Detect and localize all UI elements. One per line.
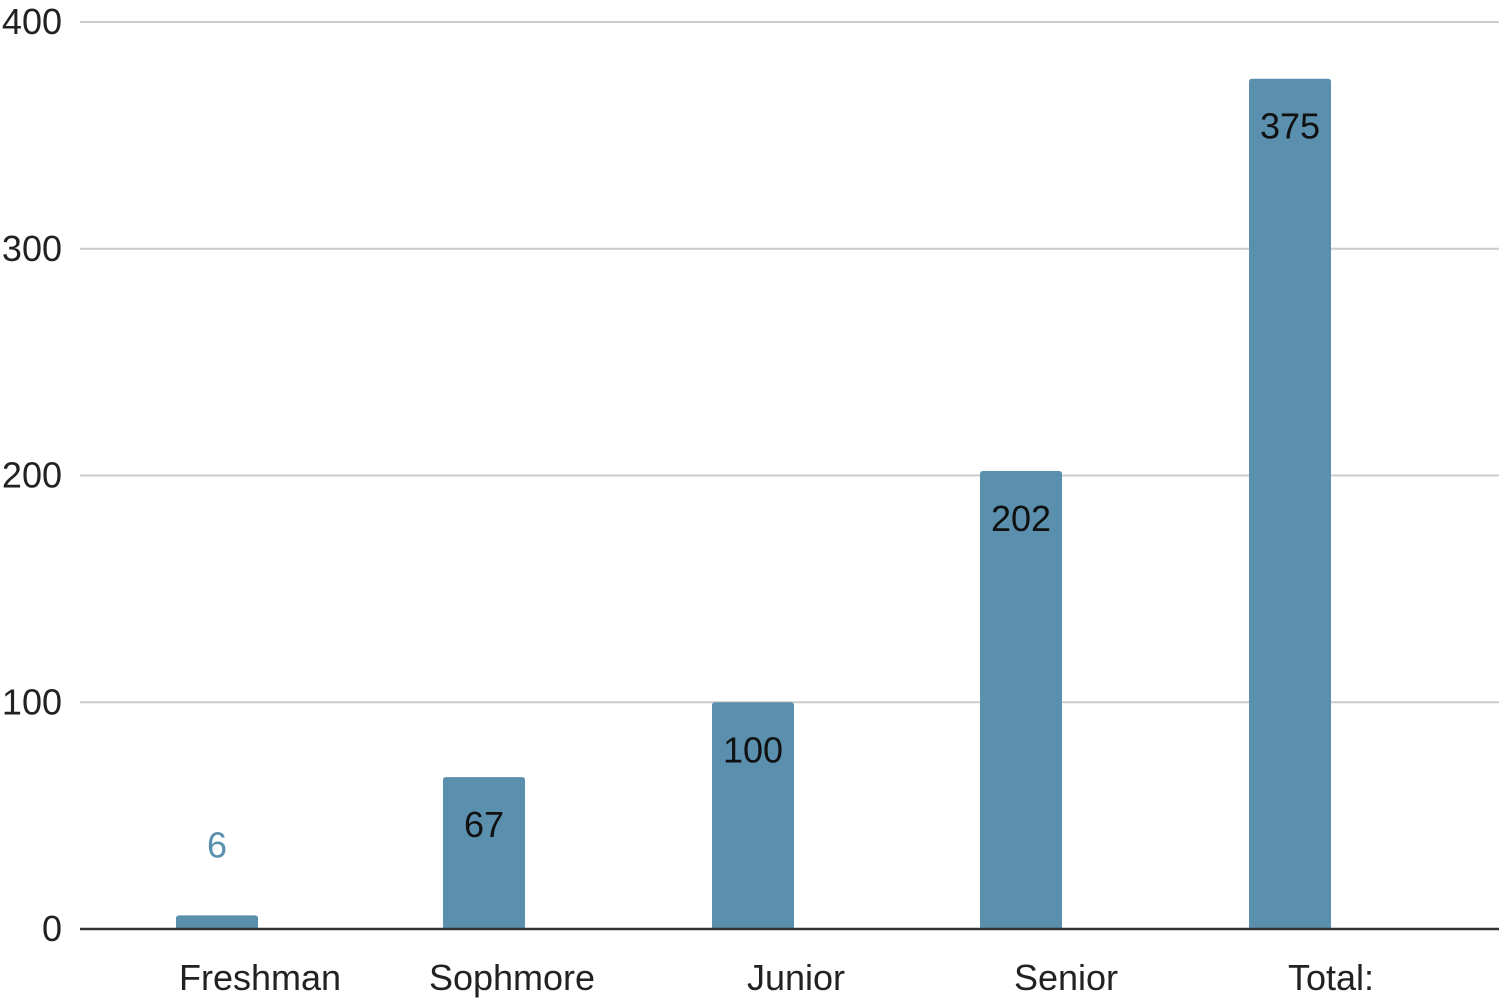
- bars: 6 67 100 202 375: [176, 78, 1331, 929]
- bar-sophmore: [443, 777, 525, 929]
- bar-total: [1249, 78, 1331, 929]
- x-category-label: Sophmore: [429, 957, 595, 998]
- y-tick-label: 0: [42, 908, 62, 949]
- y-tick-label: 100: [2, 681, 62, 722]
- y-tick-label: 300: [2, 228, 62, 269]
- bar-freshman: [176, 915, 258, 929]
- y-tick-label: 400: [2, 1, 62, 42]
- x-category-label: Total:: [1288, 957, 1374, 998]
- data-label: 6: [207, 824, 227, 865]
- x-category-label: Freshman: [179, 957, 341, 998]
- data-label: 202: [991, 498, 1051, 539]
- bar-junior: [712, 702, 794, 929]
- data-label: 100: [723, 729, 783, 770]
- data-label: 375: [1260, 106, 1320, 147]
- bar-senior: [980, 470, 1062, 929]
- data-label: 67: [464, 804, 504, 845]
- y-tick-label: 200: [2, 455, 62, 496]
- x-category-label: Junior: [747, 957, 845, 998]
- y-axis-ticks: 0 100 200 300 400: [2, 1, 62, 949]
- x-axis-labels: Freshman Sophmore Junior Senior Total:: [179, 957, 1374, 998]
- x-category-label: Senior: [1014, 957, 1118, 998]
